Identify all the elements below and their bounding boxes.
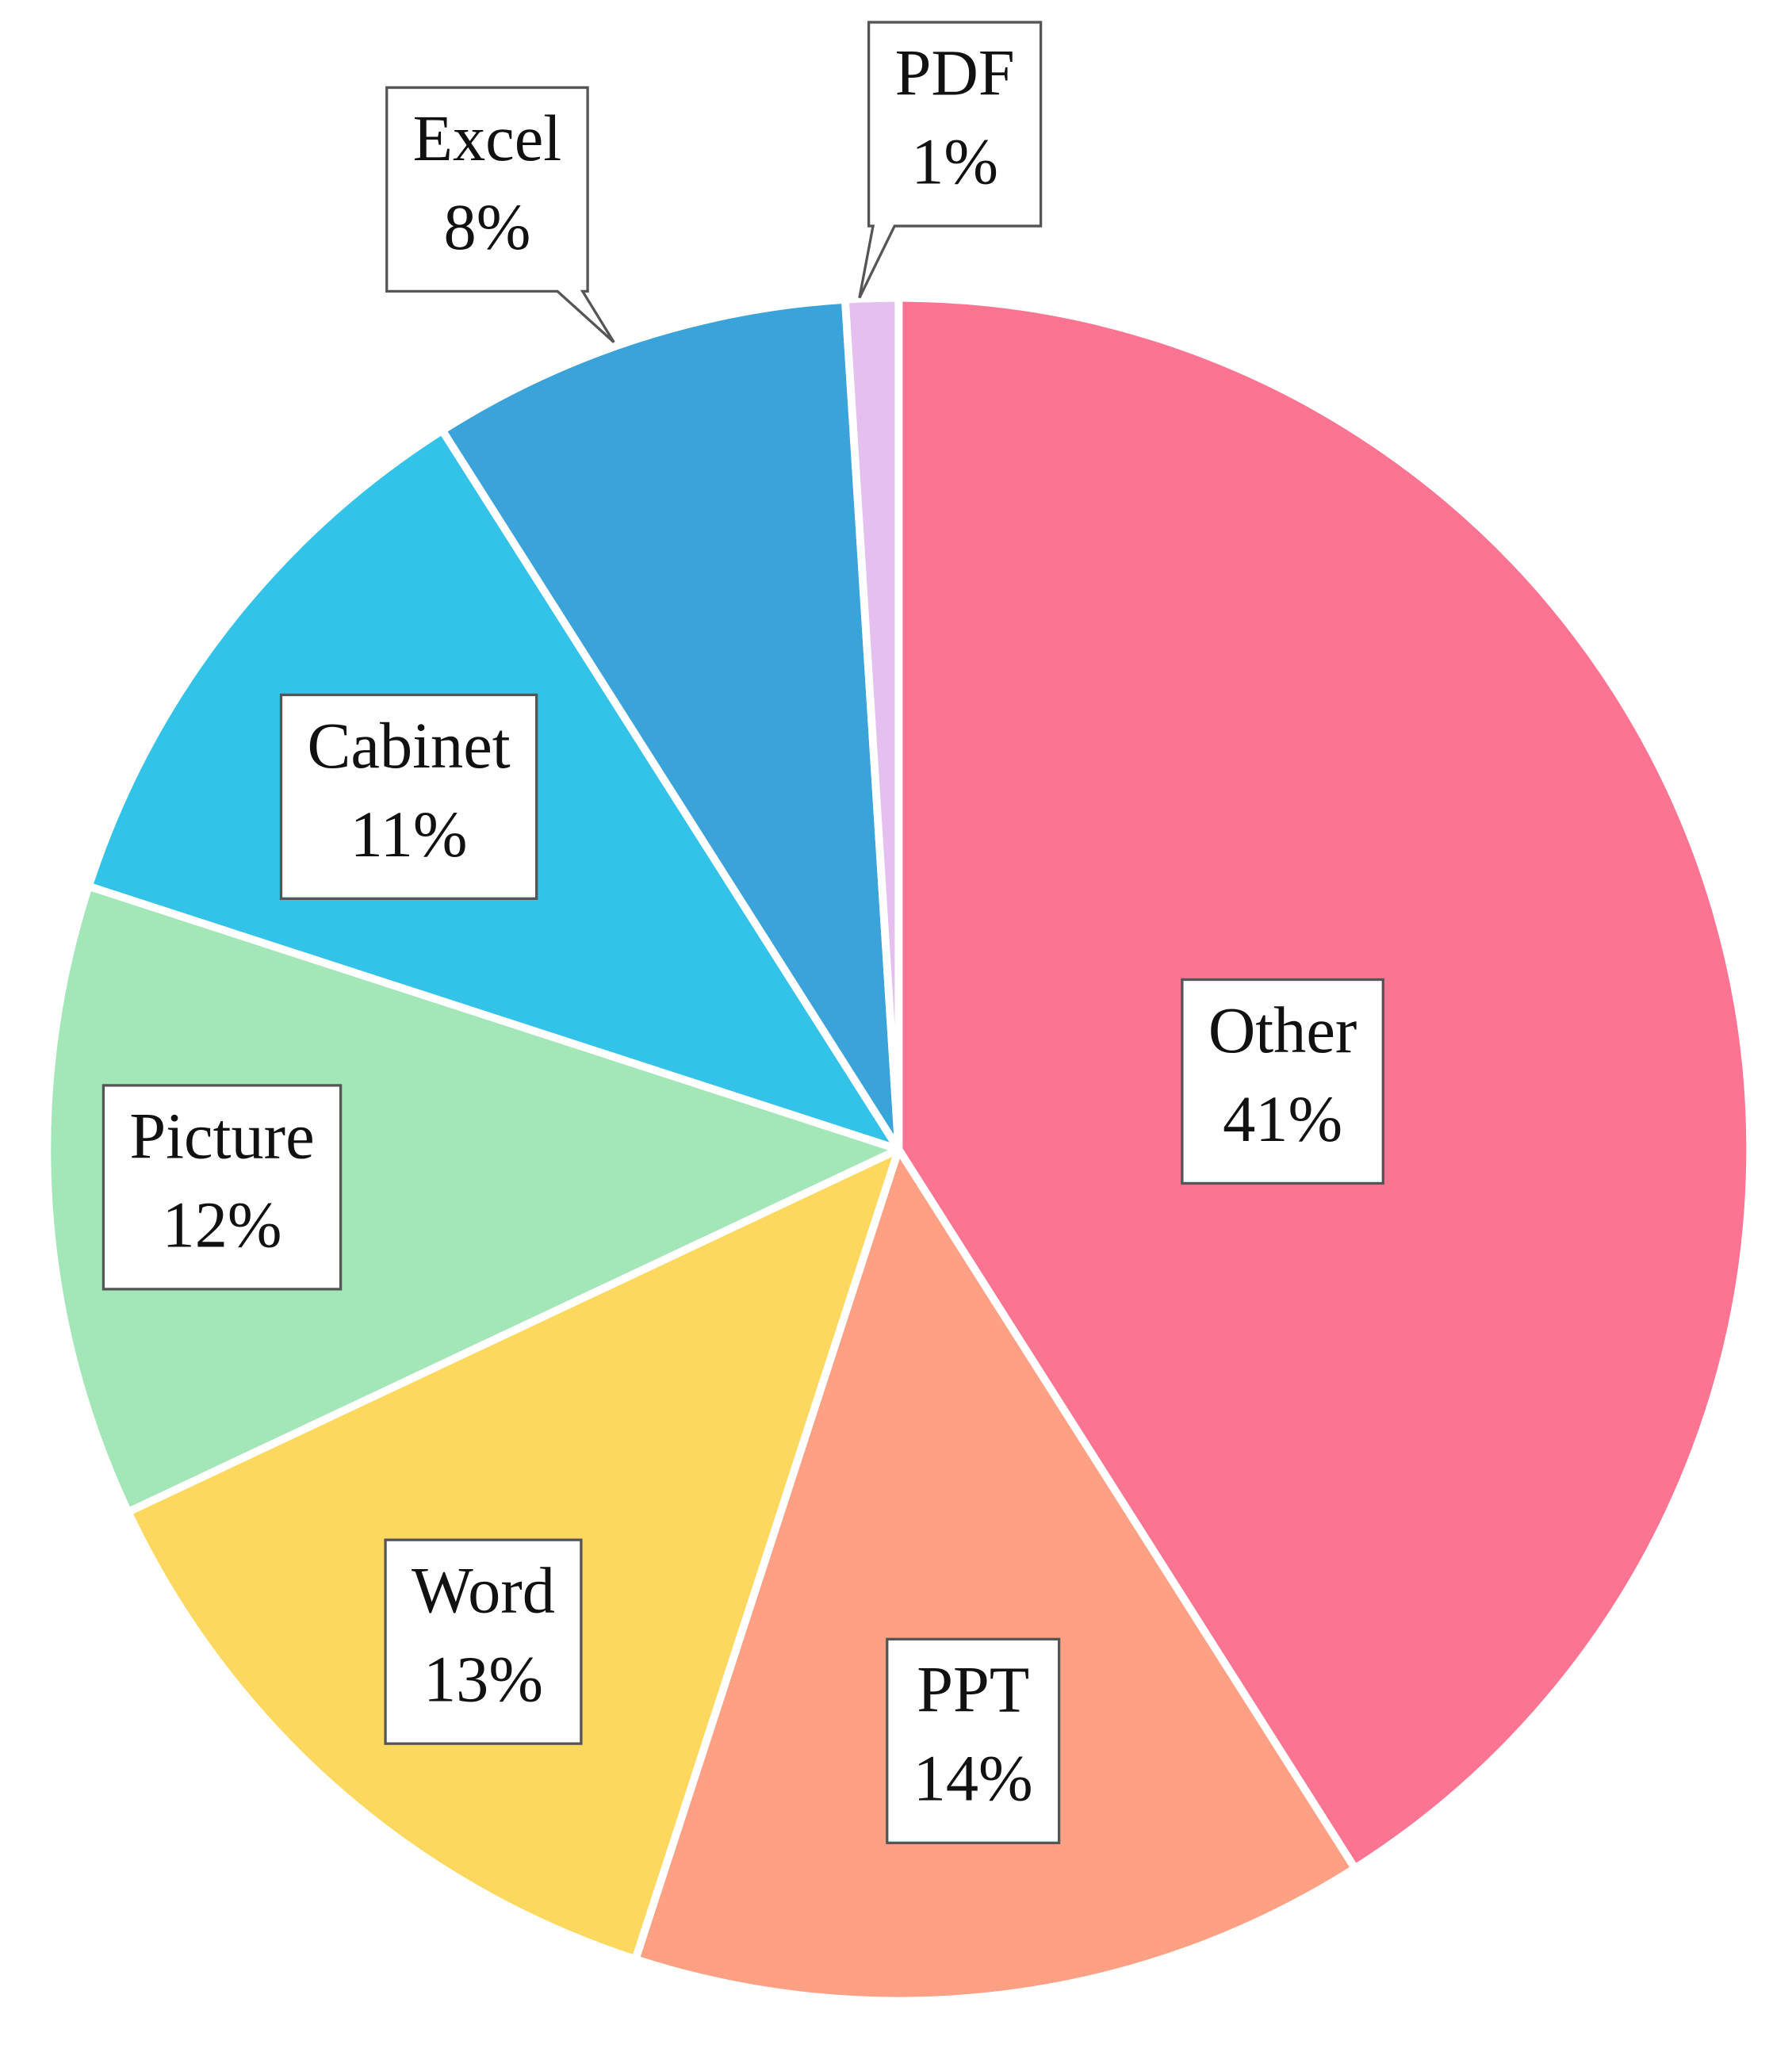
label-category: Word [412, 1555, 555, 1627]
data-label: PDF 1% [858, 21, 1043, 299]
label-category: Cabinet [307, 710, 510, 782]
label-box [101, 1084, 343, 1291]
data-label: Picture 12% [101, 1084, 343, 1291]
data-label: Word 13% [384, 1538, 583, 1745]
data-label: PPT 14% [886, 1637, 1061, 1844]
label-callout [858, 21, 1043, 299]
label-category: Picture [129, 1100, 314, 1172]
pie-slice [438, 295, 903, 1154]
label-value: 14% [913, 1743, 1033, 1815]
data-label: Cabinet 11% [279, 693, 538, 901]
label-callout [385, 86, 615, 343]
data-label: Excel 8% [385, 86, 615, 343]
label-value: 41% [1223, 1083, 1342, 1155]
label-box [279, 693, 538, 901]
pie-slice [840, 293, 903, 1154]
label-box [384, 1538, 583, 1745]
label-box [886, 1637, 1061, 1844]
pie-slice [631, 1145, 1359, 2005]
pie-slice [43, 882, 903, 1516]
data-label: Other 41% [1181, 978, 1384, 1185]
label-value: 8% [444, 191, 531, 263]
label-category: Excel [413, 102, 561, 174]
label-value: 13% [423, 1644, 543, 1716]
label-category: PPT [917, 1654, 1029, 1726]
label-value: 1% [911, 125, 998, 197]
label-box [1181, 978, 1384, 1185]
label-category: PDF [895, 36, 1015, 109]
label-value: 12% [163, 1189, 282, 1261]
label-value: 11% [350, 798, 468, 871]
label-category: Other [1208, 994, 1357, 1066]
